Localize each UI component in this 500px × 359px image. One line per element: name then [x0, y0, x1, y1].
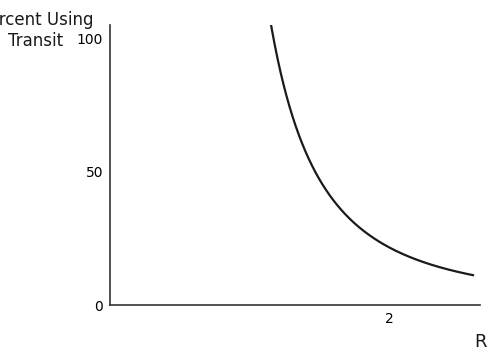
X-axis label: R: R	[474, 333, 486, 351]
Y-axis label: Percent Using
Transit: Percent Using Transit	[0, 11, 93, 50]
